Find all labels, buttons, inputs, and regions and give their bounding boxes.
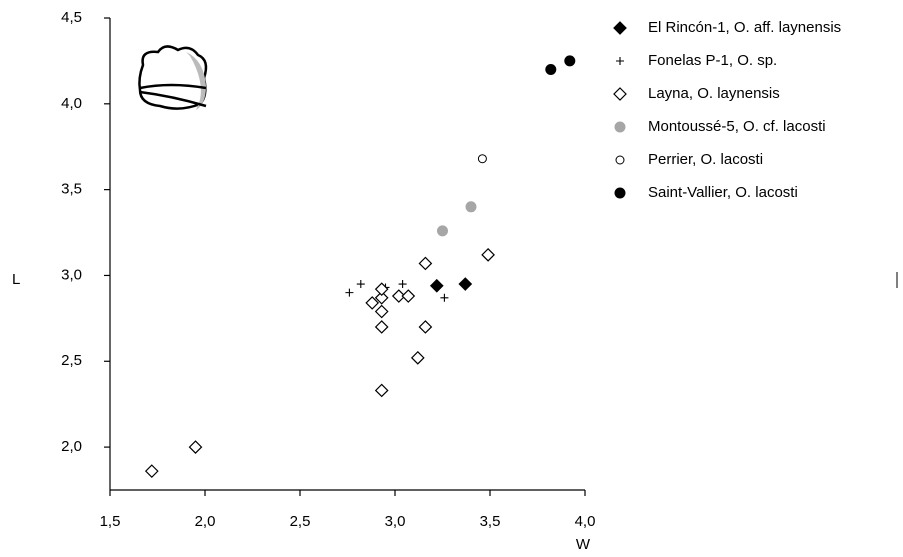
legend-label: Montoussé-5, O. cf. lacosti [648,118,826,135]
point [398,280,407,289]
point [477,154,487,164]
x-tick-label: 3,0 [385,513,406,530]
legend-marker [615,155,625,165]
point [440,293,449,302]
x-tick-label: 1,5 [100,513,121,530]
tooth-icon [138,45,208,110]
x-axis-label: W [576,536,591,553]
point [458,277,473,291]
y-tick-label: 3,0 [61,266,82,283]
y-tick-label: 2,0 [61,438,82,455]
point [401,289,416,303]
legend-label: Saint-Vallier, O. lacosti [648,184,798,201]
y-tick-label: 3,5 [61,181,82,198]
legend-label: Layna, O. laynensis [648,85,780,102]
point [374,320,389,334]
y-tick-label: 4,5 [61,9,82,26]
legend-marker [613,21,627,35]
point [365,296,380,310]
point [345,288,354,297]
x-tick-label: 2,0 [195,513,216,530]
y-axis-label: L [12,271,20,288]
legend-marker [614,121,626,133]
point [429,278,444,293]
point [418,320,433,334]
y-tick-label: 2,5 [61,352,82,369]
legend-marker [616,57,624,65]
point [410,350,425,365]
point [374,304,389,319]
legend-marker [613,87,627,101]
x-tick-label: 4,0 [575,513,596,530]
point [564,55,576,67]
x-tick-label: 2,5 [290,513,311,530]
point [545,63,557,75]
point [418,256,433,271]
legend-label: El Rincón-1, O. aff. laynensis [648,19,841,36]
y-tick-label: 4,0 [61,95,82,112]
point [391,289,406,303]
legend-label: Fonelas P-1, O. sp. [648,52,777,69]
point [437,225,448,237]
point [465,201,477,213]
point [356,280,365,289]
point [481,248,495,262]
point [374,383,389,398]
point [374,290,389,305]
point [188,440,203,454]
point [144,464,159,478]
x-tick-label: 3,5 [480,513,501,530]
legend-marker [614,187,626,199]
legend-label: Perrier, O. lacosti [648,151,763,168]
point [374,282,389,297]
